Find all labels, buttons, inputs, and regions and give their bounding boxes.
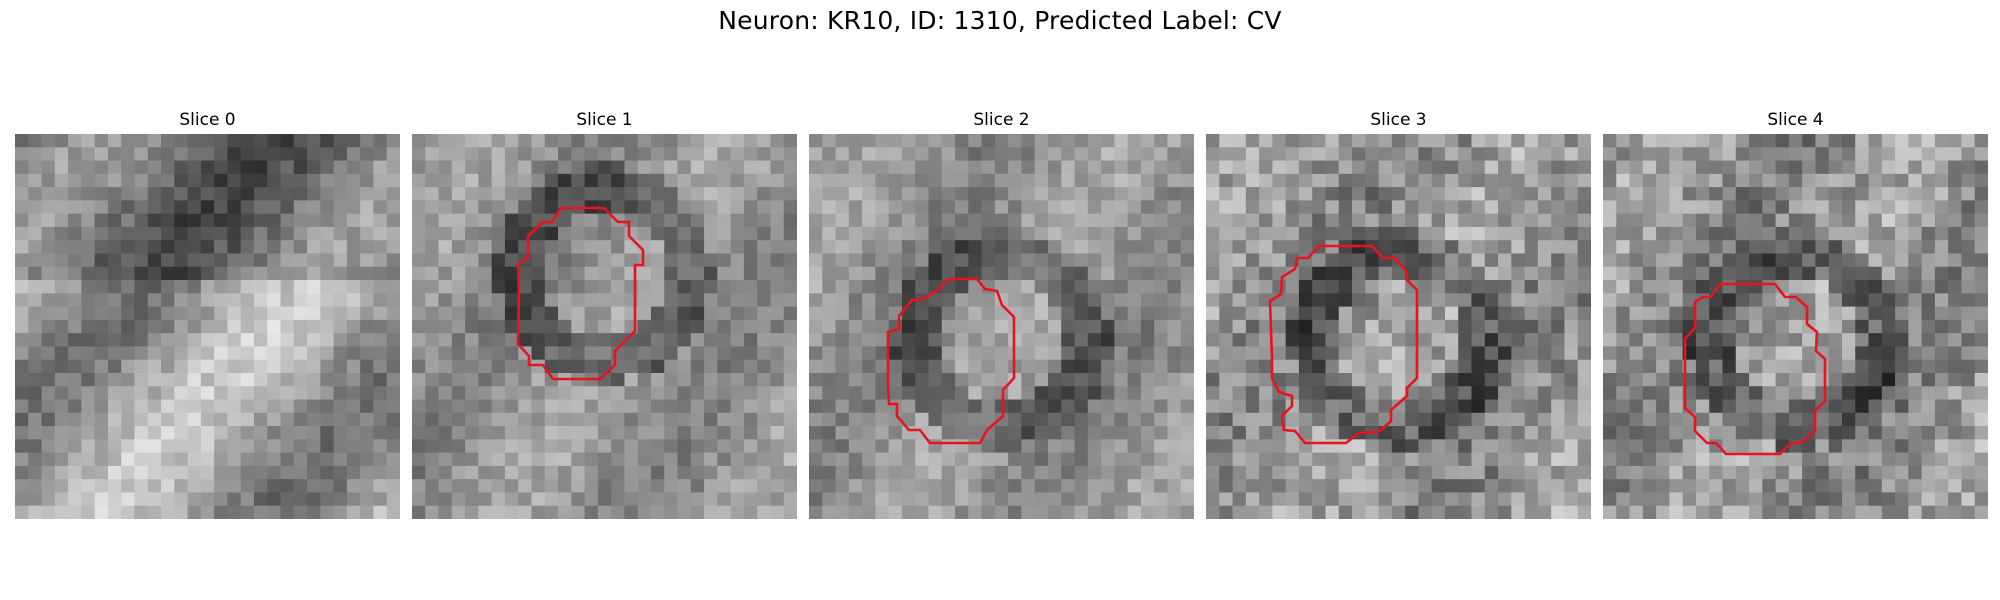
roi-outline (1683, 282, 1827, 456)
slice-panel-3: Slice 3 (1206, 108, 1591, 519)
slice-image-2 (809, 134, 1194, 519)
roi-outline (516, 206, 645, 381)
slice-panel-0: Slice 0 (15, 108, 400, 519)
slice-panel-1: Slice 1 (412, 108, 797, 519)
slice-title: Slice 1 (576, 110, 633, 130)
slice-title: Slice 3 (1370, 110, 1427, 130)
slice-image-0 (15, 134, 400, 519)
slice-title: Slice 2 (973, 110, 1030, 130)
slice-panel-4: Slice 4 (1603, 108, 1988, 519)
slice-title: Slice 4 (1767, 110, 1824, 130)
slice-image-3 (1206, 134, 1591, 519)
slice-image-1 (412, 134, 797, 519)
roi-outline (886, 277, 1016, 445)
roi-outline (1268, 244, 1419, 445)
figure-title: Neuron: KR10, ID: 1310, Predicted Label:… (718, 6, 1282, 35)
slice-panel-2: Slice 2 (809, 108, 1194, 519)
slice-image-4 (1603, 134, 1988, 519)
slice-title: Slice 0 (179, 110, 236, 130)
